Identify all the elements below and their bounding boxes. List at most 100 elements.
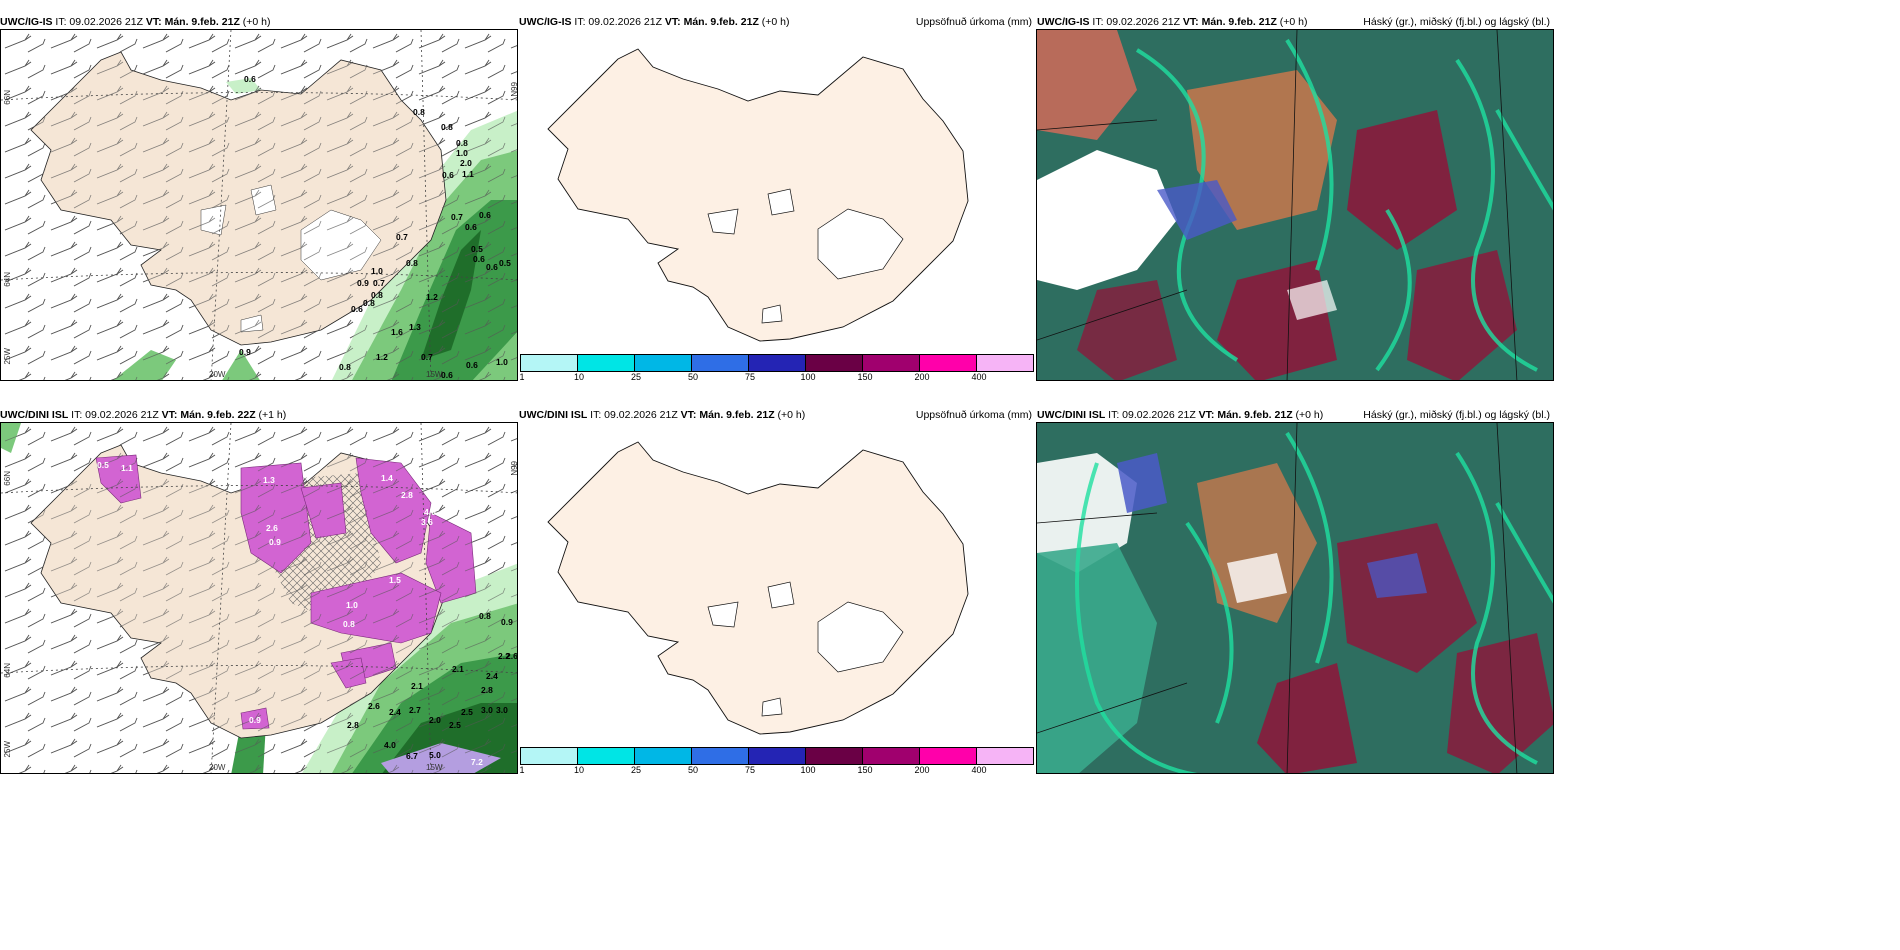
precip-label: 0.8: [413, 107, 425, 117]
map-accumulated-precip[interactable]: [518, 422, 1036, 744]
colorbar-seg: [635, 748, 692, 764]
precip-label: 2.0: [460, 158, 472, 168]
colorbar-seg: [920, 355, 977, 371]
precip-label: 1.0: [456, 148, 468, 158]
panel-title: UWC/DINI ISL IT: 09.02.2026 21Z VT: Mán.…: [1037, 409, 1324, 421]
precip-label: 1.0: [496, 357, 508, 367]
precip-label: 0.6: [441, 370, 453, 380]
colorbar-tick: 75: [744, 765, 756, 775]
precip-label: 2.1: [411, 681, 423, 691]
colorbar-seg: [920, 748, 977, 764]
colorbar-tick: 75: [744, 372, 756, 382]
colorbar-seg: [863, 748, 920, 764]
precip-label: 1.5: [389, 575, 401, 585]
colorbar-tick: 200: [914, 765, 930, 775]
colorbar-seg: [635, 355, 692, 371]
colorbar-ticks: 1 10 25 50 75 100 150 200 400: [519, 372, 1034, 384]
axis-label-lat: 66N: [509, 82, 518, 97]
precip-label: 0.9: [269, 537, 281, 547]
colorbar-seg: [692, 355, 749, 371]
precip-label: 0.6: [244, 74, 256, 84]
colorbar-tick: 10: [573, 372, 585, 382]
precip-label: 1.1: [121, 463, 133, 473]
colorbar-tick: 10: [573, 765, 585, 775]
panel-right-title: Háský (gr.), miðský (fj.bl.) og lágský (…: [1363, 409, 1550, 421]
precip-label: 2.0: [429, 715, 441, 725]
precip-label: 0.7: [396, 232, 408, 242]
precip-label: 2.2: [498, 651, 510, 661]
map-wind-precip[interactable]: 0.5 1.1 1.3 1.4 2.8 4.0 3.6 2.6 0.9 1.0 …: [0, 422, 518, 774]
panel-right-title: Uppsöfnuð úrkoma (mm): [915, 409, 1032, 421]
colorbar-tick: 1: [519, 372, 525, 382]
precip-label: 0.9: [501, 617, 513, 627]
colorbar-tick: 200: [914, 372, 930, 382]
map-accumulated-precip[interactable]: [518, 29, 1036, 351]
precip-label: 0.8: [363, 298, 375, 308]
precip-label: 6.7: [406, 751, 418, 761]
precip-label: 2.7: [409, 705, 421, 715]
map-cloud-cover[interactable]: [1036, 422, 1554, 774]
panel-title: UWC/IG-IS IT: 09.02.2026 21Z VT: Mán. 9.…: [0, 16, 271, 28]
panel-title: UWC/IG-IS IT: 09.02.2026 21Z VT: Mán. 9.…: [519, 16, 790, 28]
panel-title: UWC/DINI ISL IT: 09.02.2026 21Z VT: Mán.…: [519, 409, 806, 421]
panel-top-right: UWC/IG-IS IT: 09.02.2026 21Z VT: Mán. 9.…: [1036, 12, 1554, 382]
precip-label: 3.0: [496, 705, 508, 715]
precip-label: 0.6: [351, 304, 363, 314]
precip-label: 0.8: [343, 619, 355, 629]
axis-label-lon: 15W: [426, 370, 443, 379]
precip-label: 0.5: [97, 460, 109, 470]
colorbar-tick: 400: [971, 765, 987, 775]
colorbar-tick: 25: [630, 765, 642, 775]
panel-title: UWC/IG-IS IT: 09.02.2026 21Z VT: Mán. 9.…: [1037, 16, 1308, 28]
map-wind-precip[interactable]: 0.6 0.8 0.8 0.8 1.0 2.0 0.6 1.1 0.7 0.6 …: [0, 29, 518, 381]
panel-bottom-left: UWC/DINI ISL IT: 09.02.2026 21Z VT: Mán.…: [0, 405, 518, 775]
colorbar-seg: [578, 748, 635, 764]
precip-label: 2.8: [481, 685, 493, 695]
precip-label: 2.5: [461, 707, 473, 717]
precip-label: 2.6: [506, 651, 518, 661]
colorbar-tick: 100: [800, 765, 816, 775]
panel-bottom-middle: UWC/DINI ISL IT: 09.02.2026 21Z VT: Mán.…: [518, 405, 1036, 775]
precip-label: 0.5: [499, 258, 511, 268]
precip-label: 2.5: [449, 720, 461, 730]
precip-label: 0.7: [451, 212, 463, 222]
precip-label: 0.9: [249, 715, 261, 725]
map-cloud-cover[interactable]: [1036, 29, 1554, 381]
precip-label: 0.6: [473, 254, 485, 264]
panel-title: UWC/DINI ISL IT: 09.02.2026 21Z VT: Mán.…: [0, 409, 287, 421]
colorbar-seg: [749, 748, 806, 764]
precip-label: 2.4: [486, 671, 498, 681]
precip-label: 0.6: [465, 222, 477, 232]
precip-label: 1.4: [381, 473, 393, 483]
precip-label: 4.0: [424, 507, 436, 517]
precip-label: 0.6: [466, 360, 478, 370]
colorbar-tick: 150: [857, 765, 873, 775]
precip-label: 2.8: [347, 720, 359, 730]
panel-top-left: UWC/IG-IS IT: 09.02.2026 21Z VT: Mán. 9.…: [0, 12, 518, 382]
precip-label: 2.8: [401, 490, 413, 500]
precip-label: 1.0: [371, 266, 383, 276]
precip-label: 0.9: [357, 278, 369, 288]
colorbar-seg: [749, 355, 806, 371]
colorbar-seg: [806, 748, 863, 764]
precip-label: 2.6: [266, 523, 278, 533]
precip-label: 0.6: [442, 170, 454, 180]
precip-label: 2.1: [452, 664, 464, 674]
precip-label: 0.8: [441, 122, 453, 132]
precip-label: 4.0: [384, 740, 396, 750]
precip-label: 1.3: [409, 322, 421, 332]
precip-label: 3.6: [421, 517, 433, 527]
colorbar-tick: 50: [687, 765, 699, 775]
colorbar-seg: [863, 355, 920, 371]
panel-bottom-right: UWC/DINI ISL IT: 09.02.2026 21Z VT: Mán.…: [1036, 405, 1554, 775]
precip-label: 0.8: [371, 290, 383, 300]
colorbar-seg: [806, 355, 863, 371]
colorbar: [520, 354, 1034, 372]
colorbar-seg: [578, 355, 635, 371]
precip-label: 0.7: [373, 278, 385, 288]
colorbar-tick: 25: [630, 372, 642, 382]
precip-label: 0.5: [471, 244, 483, 254]
colorbar-tick: 100: [800, 372, 816, 382]
colorbar-tick: 150: [857, 372, 873, 382]
precip-label: 0.9: [239, 347, 251, 357]
